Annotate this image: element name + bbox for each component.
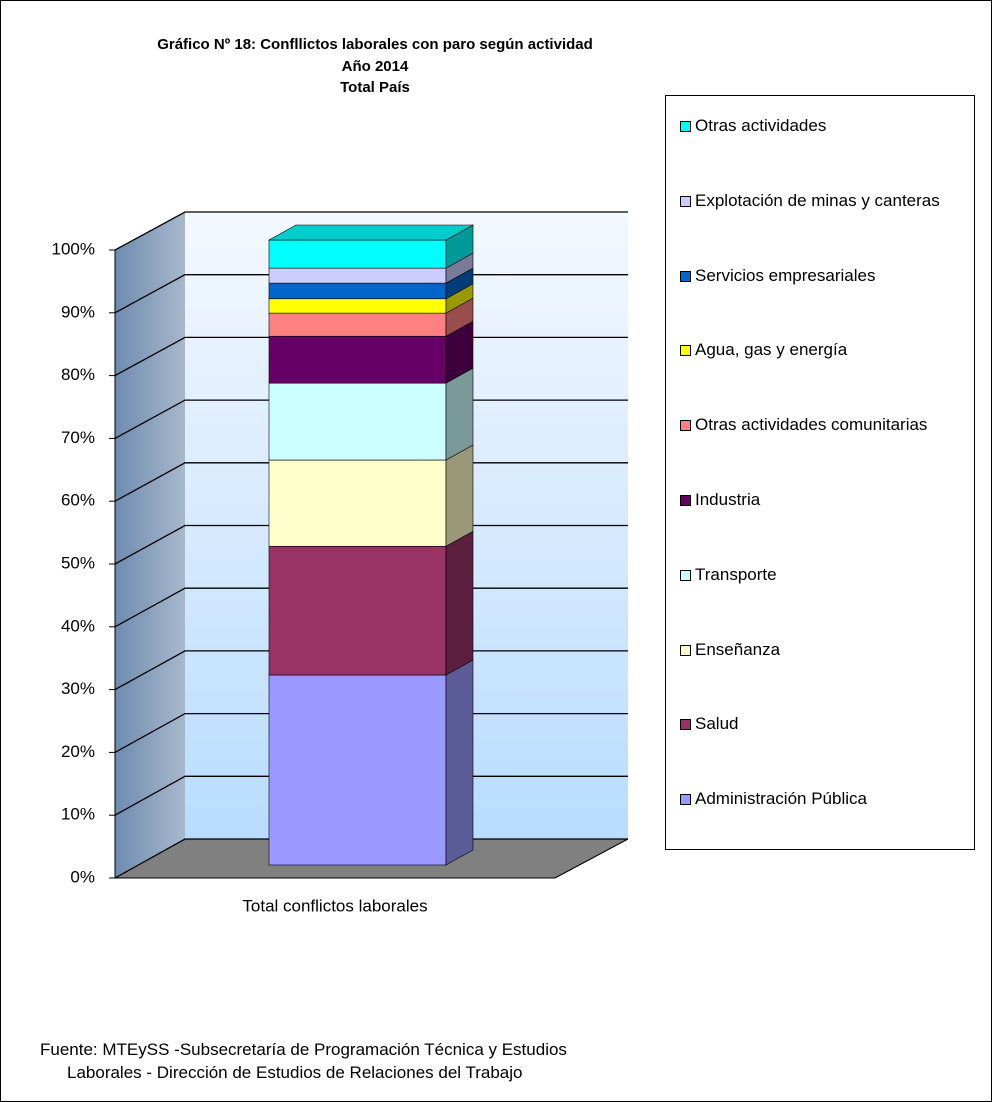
legend-item: Explotación de minas y canteras (680, 191, 940, 211)
chart-subtitle: Total País (340, 79, 410, 96)
y-tick-label: 60% (61, 491, 95, 510)
chart-title: Gráfico Nº 18: Confllictos laborales con… (157, 36, 593, 53)
legend-swatch (680, 495, 691, 506)
legend: Administración Pública Salud Enseñanza Tran… (665, 95, 975, 850)
chart-subtitle: Año 2014 (342, 58, 409, 75)
grid-line (114, 274, 628, 314)
legend-swatch (680, 420, 691, 432)
y-tick-label: 30% (61, 679, 95, 698)
x-tick-label: Total conflictos laborales (242, 896, 427, 915)
bar-segment (268, 239, 447, 269)
x-axis-depth (554, 838, 629, 879)
grid-line (114, 838, 628, 879)
legend-label: Explotación de minas y canteras (695, 190, 940, 210)
legend-swatch (680, 569, 691, 581)
legend-swatch (680, 270, 691, 282)
legend-item: Otras actividades (680, 116, 826, 136)
bar-segment (268, 382, 447, 461)
legend-swatch (680, 719, 691, 731)
bar-segment-side (445, 367, 474, 461)
bar-segment (268, 267, 447, 284)
grid-line (114, 775, 628, 816)
grid-line (114, 587, 628, 628)
y-tick-label: 100% (52, 239, 95, 258)
legend-swatch (680, 794, 691, 806)
grid-line (114, 336, 628, 377)
legend-label: Salud (695, 714, 739, 734)
legend-label: Otras actividades (695, 116, 827, 135)
legend-item: Otras actividades comunitarias (680, 415, 927, 435)
legend-swatch (680, 195, 691, 207)
grid-line (114, 524, 628, 565)
legend-label: Servicios empresariales (695, 265, 876, 285)
y-tick-label: 10% (61, 805, 95, 824)
legend-item: Agua, gas y energía (680, 340, 847, 360)
legend-swatch (680, 121, 691, 132)
source: Fuente: MTEySS -Subsecretaría de Program… (40, 1040, 567, 1059)
y-tick-label: 20% (61, 742, 95, 761)
y-tick-label: 70% (61, 428, 95, 447)
y-tick-label: 90% (61, 302, 95, 321)
grid-line (114, 399, 628, 439)
bar-segment (268, 674, 447, 866)
legend-item: Industria (680, 490, 760, 510)
source: Laborales - Dirección de Estudios de Rel… (67, 1063, 523, 1082)
legend-item: Salud (680, 714, 738, 734)
grid-line (114, 712, 628, 753)
legend-label: Enseñanza (695, 639, 781, 659)
legend-label: Transporte (695, 564, 777, 584)
bar-segment-side (445, 659, 474, 866)
y-tick-label: 50% (61, 553, 95, 572)
legend-item: Enseñanza (680, 640, 780, 660)
y-tick-label: 0% (70, 867, 95, 886)
y-tick-label: 40% (61, 616, 95, 635)
bar-segment (268, 459, 447, 547)
legend-label: Agua, gas y energía (695, 340, 848, 360)
legend-label: Otras actividades comunitarias (695, 415, 928, 435)
bar-segment-side (445, 444, 474, 547)
bar-segment (268, 298, 447, 314)
grid-line (114, 462, 628, 502)
legend-item: Servicios empresariales (680, 266, 875, 286)
legend-swatch (680, 644, 691, 656)
bar-segment (268, 282, 447, 300)
legend-item: Transporte (680, 565, 777, 585)
legend-item: Administración Pública (680, 789, 867, 809)
legend-label: Industria (695, 490, 761, 509)
bar-segment (268, 545, 447, 676)
bar-top (267, 224, 475, 241)
bar-segment (268, 335, 447, 384)
grid-line (114, 650, 628, 691)
bar-segment-side (445, 530, 474, 676)
legend-label: Administración Pública (695, 789, 867, 809)
grid-line (114, 211, 628, 251)
bar-segment (268, 312, 447, 337)
y-tick-label: 80% (61, 365, 95, 384)
legend-swatch (680, 345, 691, 357)
